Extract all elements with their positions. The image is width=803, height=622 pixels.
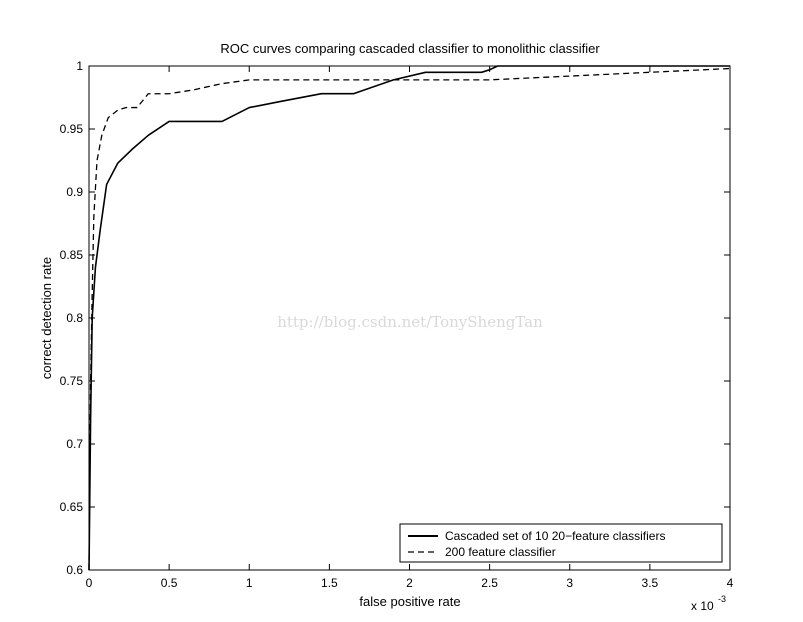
x-tick-label: 3.5 — [642, 576, 659, 590]
legend-label-cascaded: Cascaded set of 10 20−feature classifier… — [445, 529, 665, 543]
legend-box — [399, 523, 723, 563]
chart-title: ROC curves comparing cascaded classifier… — [220, 41, 600, 56]
y-tick-label: 0.7 — [66, 437, 83, 451]
y-axis: 0.6 0.65 0.7 0.75 0.8 0.85 0.9 0.95 1 — [60, 59, 730, 577]
legend-label-200-feature: 200 feature classifier — [445, 545, 556, 559]
y-tick-label: 0.65 — [60, 500, 84, 514]
y-tick-label: 0.9 — [66, 185, 83, 199]
y-tick-label: 0.85 — [60, 248, 84, 262]
x-tick-label: 0.5 — [161, 576, 178, 590]
y-tick-label: 0.95 — [60, 122, 84, 136]
y-tick-label: 0.75 — [60, 374, 84, 388]
x-axis: 0 0.5 1 1.5 2 2.5 3 3.5 4 — [86, 66, 734, 590]
series-line-cascaded — [88, 65, 730, 571]
legend: Cascaded set of 10 20−feature classifier… — [399, 523, 723, 563]
x-axis-multiplier-base: x 10 — [691, 599, 714, 613]
x-axis-label: false positive rate — [359, 594, 460, 609]
x-tick-label: 3 — [566, 576, 573, 590]
x-tick-label: 2 — [406, 576, 413, 590]
x-tick-label: 1 — [246, 576, 253, 590]
y-axis-label: correct detection rate — [39, 257, 54, 379]
x-tick-label: 0 — [86, 576, 93, 590]
x-tick-label: 4 — [727, 576, 734, 590]
x-axis-multiplier: x 10 -3 — [691, 594, 726, 613]
x-tick-label: 1.5 — [321, 576, 338, 590]
x-axis-multiplier-exponent: -3 — [718, 594, 726, 604]
y-tick-label: 1 — [76, 59, 83, 73]
x-tick-label: 2.5 — [481, 576, 498, 590]
y-tick-label: 0.6 — [66, 563, 83, 577]
y-tick-label: 0.8 — [66, 311, 83, 325]
watermark-text: http://blog.csdn.net/TonyShengTan — [277, 313, 543, 331]
